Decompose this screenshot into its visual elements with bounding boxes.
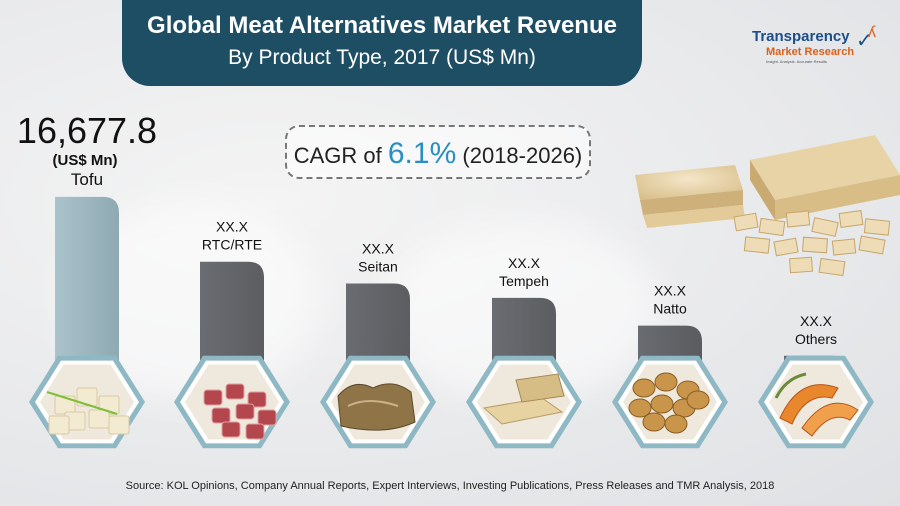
data-label: XX.X [800, 313, 833, 329]
meat-cube [211, 407, 231, 424]
data-label: XX.X [654, 283, 687, 299]
tofu-cube [48, 415, 70, 435]
squash-icon [758, 355, 874, 449]
tempeh-block-side [750, 160, 775, 220]
category-label: Tofu [71, 170, 103, 189]
raw-meat-icon [174, 355, 290, 449]
tofu-cube [88, 409, 110, 429]
tofu-cube [108, 415, 130, 435]
hex-image [185, 364, 279, 440]
squash-wedge [779, 384, 839, 425]
squash-wedge [801, 402, 859, 437]
category-label: Others [795, 331, 837, 347]
natto-icon [612, 355, 728, 449]
cagr-prefix: CAGR of [293, 143, 382, 168]
tofu-icon [29, 355, 145, 449]
meat-cube [221, 421, 241, 438]
data-label: XX.X [216, 219, 249, 235]
natto-bean [650, 394, 674, 414]
company-logo[interactable]: Transparency Market Research Insight. An… [752, 24, 882, 74]
natto-bean [642, 412, 666, 432]
tempeh-cubes [733, 209, 891, 277]
logo-tagline: Insight. Analysis. Accurate Results [766, 59, 827, 64]
source-note: Source: KOL Opinions, Company Annual Rep… [125, 480, 775, 492]
category-label: Natto [653, 301, 687, 317]
bar-tofu [55, 196, 119, 398]
chart-subtitle: By Product Type, 2017 (US$ Mn) [228, 46, 536, 69]
logo-check-icon: ✓ [856, 30, 873, 52]
cagr-callout: CAGR of 6.1% (2018-2026) [285, 125, 591, 179]
tempeh-photo [635, 135, 900, 277]
tempeh-slice-front [640, 190, 743, 215]
meat-cube [235, 403, 255, 420]
seitan-chunk [337, 383, 416, 431]
natto-bean [632, 378, 656, 398]
title-banner: Global Meat Alternatives Market Revenue … [122, 0, 642, 86]
squash-rind [774, 372, 807, 399]
category-label: Seitan [358, 258, 398, 274]
seitan-texture [347, 400, 399, 407]
unit-label: (US$ Mn) [53, 152, 118, 169]
meat-cube [203, 389, 223, 406]
seitan-icon [320, 355, 436, 449]
logo-name-second: Market Research [766, 46, 855, 58]
tempeh-icon [466, 355, 582, 449]
tempeh-block-front [775, 175, 900, 220]
logo-flame-icon: ʎ [868, 24, 876, 41]
data-label: 16,677.8 [17, 110, 157, 151]
meat-cube [247, 391, 267, 408]
tofu-cube [76, 387, 98, 407]
cagr-value: 6.1% [387, 137, 457, 170]
natto-bean [654, 372, 678, 392]
chart-title: Global Meat Alternatives Market Revenue [147, 12, 617, 39]
data-label: XX.X [508, 255, 541, 271]
logo-name: Transparency [752, 28, 850, 45]
tempeh-slice-lower [643, 205, 745, 228]
tempeh-block [515, 373, 565, 403]
cagr-period: (2018-2026) [462, 143, 583, 168]
category-label: Tempeh [499, 273, 549, 289]
category-label: RTC/RTE [202, 237, 262, 253]
cagr-text: CAGR of 6.1% (2018-2026) [287, 137, 589, 171]
natto-bean [628, 398, 652, 418]
data-label: XX.X [362, 240, 395, 256]
tempeh-block-top [750, 135, 900, 200]
natto-bean [686, 390, 710, 410]
meat-cube [245, 423, 265, 440]
meat-cube [225, 383, 245, 400]
tempeh-slice-top [635, 165, 743, 200]
natto-bean [664, 414, 688, 434]
herb-garnish [46, 391, 118, 415]
meat-cube [257, 409, 277, 426]
